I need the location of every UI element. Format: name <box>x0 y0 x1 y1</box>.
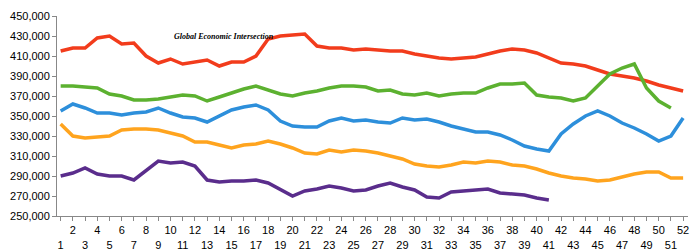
svg-text:16: 16 <box>238 224 250 236</box>
svg-text:51: 51 <box>665 239 677 251</box>
svg-text:45: 45 <box>592 239 604 251</box>
svg-text:37: 37 <box>494 239 506 251</box>
svg-text:34: 34 <box>457 224 469 236</box>
svg-text:310,000: 310,000 <box>10 150 50 162</box>
svg-text:450,000: 450,000 <box>10 10 50 22</box>
svg-text:21: 21 <box>299 239 311 251</box>
svg-text:11: 11 <box>177 239 188 251</box>
svg-text:270,000: 270,000 <box>10 190 50 202</box>
svg-text:39: 39 <box>518 239 530 251</box>
svg-text:8: 8 <box>143 224 149 236</box>
svg-text:46: 46 <box>604 224 616 236</box>
svg-text:1: 1 <box>58 239 64 251</box>
svg-text:30: 30 <box>408 224 420 236</box>
svg-text:31: 31 <box>421 239 433 251</box>
svg-text:41: 41 <box>543 239 555 251</box>
svg-text:29: 29 <box>396 239 408 251</box>
svg-text:24: 24 <box>335 224 347 236</box>
svg-text:42: 42 <box>555 224 567 236</box>
svg-text:10: 10 <box>164 224 176 236</box>
svg-text:43: 43 <box>567 239 579 251</box>
svg-text:390,000: 390,000 <box>10 70 50 82</box>
svg-text:50: 50 <box>653 224 665 236</box>
svg-text:27: 27 <box>372 239 384 251</box>
svg-text:47: 47 <box>616 239 628 251</box>
svg-text:44: 44 <box>579 224 591 236</box>
svg-text:25: 25 <box>347 239 359 251</box>
svg-text:430,000: 430,000 <box>10 30 50 42</box>
svg-text:4: 4 <box>94 224 100 236</box>
svg-text:Global Economic Intersection: Global Economic Intersection <box>174 32 274 41</box>
svg-text:3: 3 <box>82 239 88 251</box>
svg-text:19: 19 <box>274 239 286 251</box>
svg-text:14: 14 <box>213 224 225 236</box>
svg-text:20: 20 <box>286 224 298 236</box>
svg-text:250,000: 250,000 <box>10 210 50 222</box>
svg-text:6: 6 <box>119 224 125 236</box>
svg-text:12: 12 <box>189 224 201 236</box>
svg-text:49: 49 <box>640 239 652 251</box>
svg-text:26: 26 <box>360 224 372 236</box>
svg-text:13: 13 <box>201 239 213 251</box>
svg-text:52: 52 <box>677 224 689 236</box>
svg-text:15: 15 <box>225 239 237 251</box>
svg-text:23: 23 <box>323 239 335 251</box>
svg-text:2: 2 <box>70 224 76 236</box>
svg-text:36: 36 <box>482 224 494 236</box>
svg-text:330,000: 330,000 <box>10 130 50 142</box>
svg-text:28: 28 <box>384 224 396 236</box>
svg-text:35: 35 <box>470 239 482 251</box>
svg-text:18: 18 <box>262 224 274 236</box>
svg-text:40: 40 <box>531 224 543 236</box>
svg-text:410,000: 410,000 <box>10 50 50 62</box>
svg-text:48: 48 <box>628 224 640 236</box>
svg-text:350,000: 350,000 <box>10 110 50 122</box>
svg-text:32: 32 <box>433 224 445 236</box>
svg-text:9: 9 <box>155 239 161 251</box>
svg-text:5: 5 <box>106 239 112 251</box>
svg-text:17: 17 <box>250 239 262 251</box>
svg-text:370,000: 370,000 <box>10 90 50 102</box>
svg-text:290,000: 290,000 <box>10 170 50 182</box>
svg-text:33: 33 <box>445 239 457 251</box>
svg-text:22: 22 <box>311 224 323 236</box>
svg-text:38: 38 <box>506 224 518 236</box>
svg-text:7: 7 <box>131 239 137 251</box>
